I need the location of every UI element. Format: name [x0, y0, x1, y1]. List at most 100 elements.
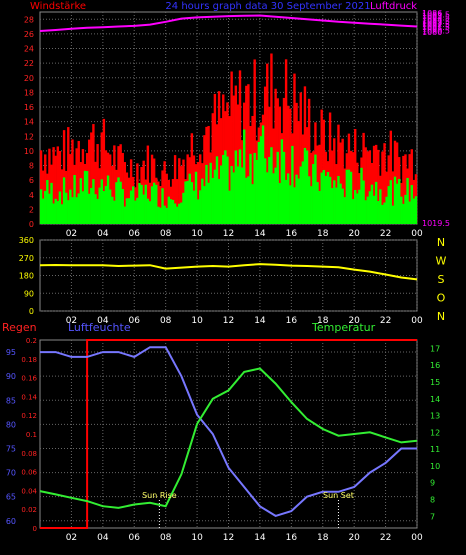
- wind-gust-bar: [113, 145, 116, 224]
- wind-avg-bar: [286, 173, 290, 224]
- wind-avg-bar: [299, 166, 302, 224]
- wind-avg-bar: [370, 184, 374, 224]
- wind-gust-bar: [389, 130, 393, 224]
- wind-avg-bar: [211, 177, 214, 224]
- temperature-tick-label: 13: [430, 412, 440, 421]
- wind-gust-bar: [286, 105, 290, 224]
- pressure-tick-label: 1083: [422, 18, 442, 27]
- wind-avg-bar: [85, 171, 89, 224]
- wind-gust-bar: [69, 154, 72, 224]
- wind-gust-bar: [404, 154, 407, 224]
- wind-gust-bar: [284, 59, 288, 224]
- wind-avg-bar: [368, 191, 372, 224]
- pressure-line: [39, 14, 418, 32]
- wind-avg-bar: [201, 178, 204, 224]
- wind-gust-bar: [125, 172, 129, 224]
- wind-avg-bar: [178, 203, 181, 224]
- temperature-tick-label: 17: [430, 344, 440, 353]
- wind-gust-bar: [163, 161, 166, 224]
- wind-avg-bar: [167, 196, 171, 224]
- x-tick-label: 02: [66, 533, 77, 543]
- x-tick-label: 20: [348, 533, 360, 543]
- wind-avg-bar: [385, 196, 388, 224]
- wind-avg-bars: [39, 125, 418, 224]
- chart-title: 24 hours graph data 30 September 2021: [165, 1, 370, 12]
- rain-tick-label: 0.08: [21, 450, 37, 458]
- wind-avg-bar: [219, 165, 223, 224]
- rain-tick-label: 0.12: [21, 412, 37, 420]
- x-tick-label: 06: [129, 533, 141, 543]
- wind-avg-bar: [121, 188, 124, 224]
- wind-avg-bar: [312, 164, 315, 224]
- wind-avg-bar: [301, 161, 305, 224]
- wind-gust-bar: [381, 151, 384, 224]
- wind-avg-bar: [341, 188, 344, 224]
- wind-avg-bar: [402, 203, 405, 224]
- wind-avg-bar: [71, 197, 74, 224]
- wind-avg-bar: [291, 145, 294, 224]
- wind-avg-bar: [44, 190, 47, 224]
- x-tick-label: 22: [380, 533, 391, 543]
- humidity-tick-label: 75: [6, 444, 16, 453]
- sun-annotations: Sun Rise Sun Set: [142, 491, 354, 528]
- x-tick-label: 14: [254, 316, 266, 326]
- temperature-line: [39, 367, 418, 509]
- x-tick-label: 04: [97, 229, 109, 239]
- wind-avg-bar: [58, 191, 62, 224]
- wind-avg-bar: [62, 177, 66, 224]
- temperature-tick-label: 10: [430, 462, 440, 471]
- x-tick-label: 10: [191, 316, 203, 326]
- pressure-tick-label: 1084.5: [422, 14, 450, 23]
- wind-avg-bar: [113, 200, 116, 224]
- wind-avg-bar: [326, 171, 330, 224]
- wind-avg-bar: [276, 151, 279, 224]
- wind-avg-bar: [266, 172, 269, 224]
- x-tick-label: 00: [411, 229, 423, 239]
- wind-avg-bar: [395, 183, 399, 224]
- wind-gust-bar: [88, 139, 91, 224]
- wind-gust-bar: [62, 130, 66, 224]
- wind-avg-bar: [345, 169, 349, 224]
- wind-avg-bar: [330, 188, 334, 224]
- wind-avg-bar: [343, 197, 346, 224]
- wind-avg-bar: [247, 176, 250, 224]
- wind-gust-bar: [77, 140, 80, 224]
- temperature-tick-label: 7: [430, 512, 435, 521]
- wind-avg-bar: [249, 153, 252, 224]
- x-tick-label: 18: [317, 316, 329, 326]
- wind-gust-bar: [136, 163, 139, 224]
- wind-avg-bar: [374, 181, 378, 224]
- x-tick-label: 16: [286, 316, 298, 326]
- wind-gust-bar: [108, 154, 112, 224]
- wind-avg-bar: [108, 189, 112, 224]
- x-tick-label: 18: [317, 229, 329, 239]
- rain-tick-label: 0.2: [26, 337, 37, 345]
- wind-gust-bar: [81, 149, 85, 224]
- compass-letter: N: [437, 236, 445, 249]
- wind-avg-bar: [39, 189, 43, 224]
- wind-gust-bar: [236, 104, 240, 224]
- temperature-tick-label: 11: [430, 445, 440, 454]
- wind-gust-bar: [295, 102, 298, 224]
- wind-avg-bar: [146, 198, 150, 224]
- wind-gust-bar: [44, 154, 47, 224]
- wind-avg-bar: [155, 184, 158, 224]
- wind-gust-bar: [94, 161, 97, 224]
- x-tick-label: 14: [254, 533, 266, 543]
- wind-gust-bar: [217, 91, 221, 224]
- temperature-tick-label: 12: [430, 428, 440, 437]
- wind-gust-bar: [354, 128, 357, 224]
- wind-avg-bar: [278, 183, 282, 224]
- wind-avg-bar: [245, 177, 248, 224]
- wind-gust-bar: [247, 84, 250, 224]
- wind-avg-bar: [180, 202, 183, 224]
- wind-tick-label: 2: [29, 205, 34, 214]
- wind-avg-bar: [251, 184, 254, 224]
- wind-gust-bar: [173, 155, 177, 224]
- humidity-tick-label: 80: [6, 420, 16, 429]
- wind-gust-bar: [48, 148, 51, 224]
- wind-avg-bar: [305, 150, 309, 224]
- x-tick-label: 16: [286, 533, 298, 543]
- wind-gust-bar: [203, 135, 206, 224]
- wind-gust-bar: [146, 145, 150, 224]
